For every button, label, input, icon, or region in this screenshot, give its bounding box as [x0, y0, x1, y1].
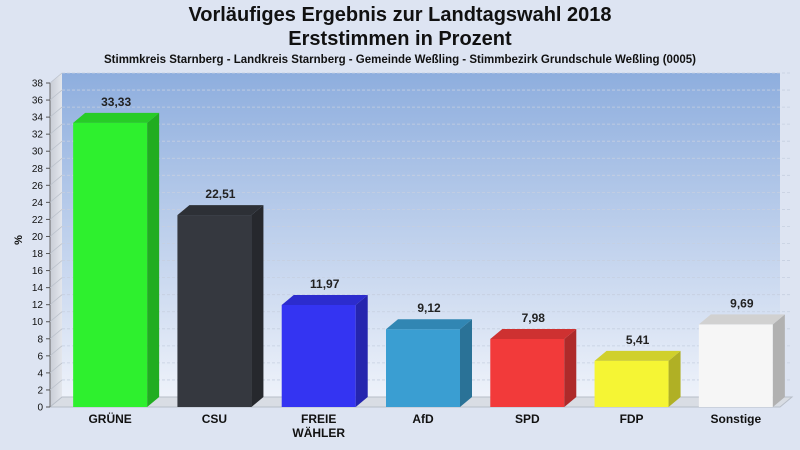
bar-side	[251, 205, 264, 407]
y-tick-label: 18	[32, 249, 44, 260]
y-tick-label: 22	[32, 215, 44, 226]
y-tick-label: 14	[32, 283, 44, 294]
y-tick-label: 28	[32, 164, 44, 175]
category-label: Sonstige	[711, 412, 762, 426]
bar	[386, 319, 472, 407]
y-tick-label: 2	[37, 385, 43, 396]
y-tick-label: 38	[32, 79, 44, 90]
y-tick-label: 36	[32, 96, 44, 107]
bar-side	[772, 314, 785, 407]
grid-line-side	[49, 294, 63, 305]
y-tick-label: 20	[32, 232, 44, 243]
y-tick-label: 4	[37, 368, 43, 379]
bar-side	[355, 294, 368, 407]
bar-front	[490, 338, 565, 407]
grid-line-side	[49, 260, 63, 271]
y-tick-label: 8	[37, 334, 43, 345]
bar-front	[281, 304, 356, 407]
grid-line-side	[49, 362, 63, 374]
category-label: FREIE	[301, 412, 336, 426]
bar-top	[281, 294, 368, 305]
grid-line-side	[49, 140, 63, 152]
bar-side	[460, 319, 472, 407]
bar-front	[177, 215, 252, 407]
side-wall	[50, 73, 62, 407]
y-tick-label: 0	[37, 403, 43, 414]
category-label: FDP	[620, 412, 644, 426]
bar-side	[147, 112, 160, 407]
y-tick-label: 32	[32, 130, 44, 141]
value-labels: 33,33 22,51 11,97 9,12 7,98 5,41 9,69	[101, 95, 754, 347]
grid-line-side	[49, 123, 63, 135]
y-tick-label: 10	[32, 317, 44, 328]
grid-line-side	[49, 72, 63, 84]
grid-line-side	[49, 379, 63, 391]
bar-top	[490, 328, 577, 339]
bar-top	[73, 112, 160, 123]
category-label: AfD	[412, 412, 434, 426]
grid-line-side	[49, 311, 63, 323]
bar-front	[73, 122, 148, 407]
y-tick-label: 12	[32, 300, 44, 311]
grid-line-side	[49, 277, 63, 288]
y-tick-label: 16	[32, 266, 44, 277]
value-label: 33,33	[101, 95, 131, 109]
grid-line-side	[49, 345, 63, 357]
bar-top	[594, 350, 681, 361]
grid-line-side	[49, 328, 63, 340]
y-tick-label: 30	[32, 147, 44, 158]
bar-top	[698, 314, 785, 325]
grid-line-side	[49, 243, 63, 254]
bar	[698, 314, 785, 407]
category-label: GRÜNE	[88, 411, 131, 426]
bar-front	[594, 360, 669, 407]
grid-line-side	[49, 89, 63, 101]
bar	[594, 350, 681, 407]
bar	[281, 294, 368, 407]
chart-subtitle: Stimmkreis Starnberg - Landkreis Starnbe…	[104, 54, 696, 66]
value-label: 22,51	[205, 187, 235, 201]
y-tick-label: 24	[32, 198, 44, 209]
grid-line-side	[49, 192, 63, 203]
grid-line-side	[49, 157, 63, 169]
bar-front	[698, 324, 773, 407]
category-label: CSU	[202, 412, 227, 426]
y-tick-label: 26	[32, 181, 44, 192]
value-label: 9,12	[417, 301, 441, 315]
bar-front	[386, 329, 460, 407]
grid-line-side	[49, 106, 63, 118]
y-tick-label: 6	[37, 351, 43, 362]
category-label: WÄHLER	[292, 425, 345, 440]
chart-title: Vorläufiges Ergebnis zur Landtagswahl 20…	[188, 4, 612, 26]
y-tick-label: 34	[32, 113, 44, 124]
bar	[177, 205, 264, 407]
bar-side	[668, 350, 681, 407]
category-label: SPD	[515, 412, 540, 426]
bar-side	[564, 328, 577, 407]
value-label: 9,69	[730, 296, 754, 310]
value-label: 7,98	[522, 311, 546, 325]
value-label: 5,41	[626, 333, 650, 347]
grid-line-side	[49, 226, 63, 237]
chart-title-line2: Erststimmen in Prozent	[288, 28, 512, 50]
bar	[73, 112, 160, 407]
grid-line-side	[49, 209, 63, 220]
y-axis-title: %	[13, 235, 25, 245]
value-label: 11,97	[310, 277, 340, 291]
bar-top	[386, 319, 472, 330]
bar	[490, 328, 577, 407]
bar-top	[177, 205, 264, 216]
bars	[73, 112, 785, 407]
grid-line-side	[49, 175, 63, 186]
